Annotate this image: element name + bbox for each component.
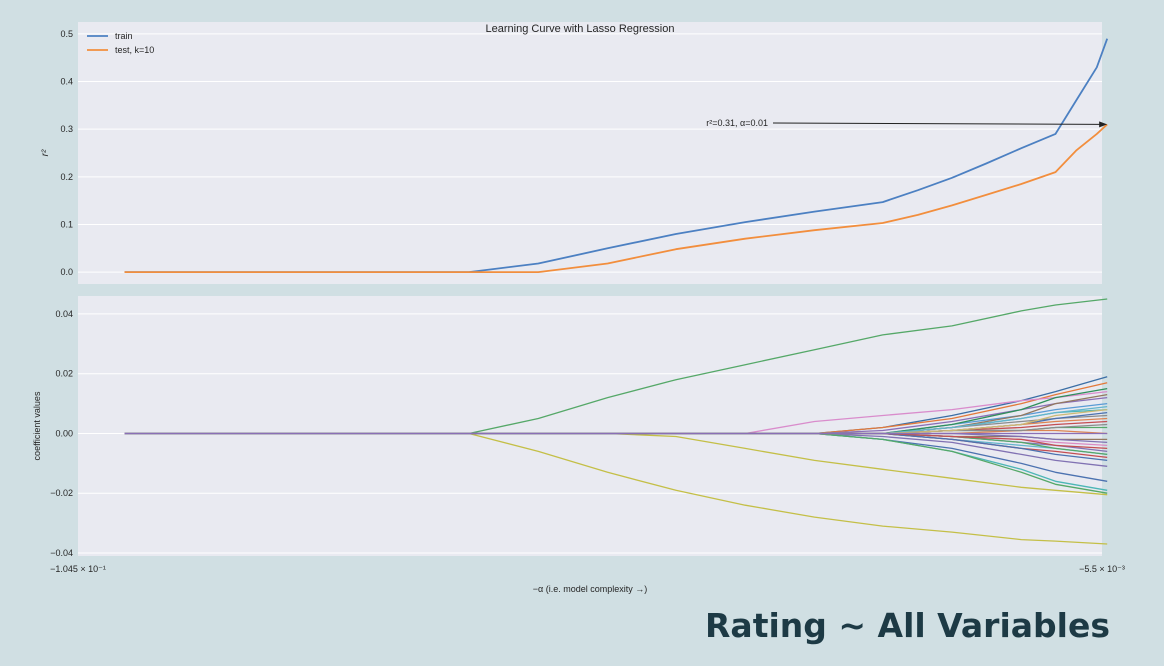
annotation: r²=0.31, α=0.01 — [706, 118, 1108, 128]
top-grid — [78, 33, 1102, 273]
top-series — [124, 38, 1109, 274]
annotation-arrow — [772, 122, 1101, 125]
bottom-y-tick-label: −0.04 — [50, 548, 73, 558]
bottom-y-tick-label: 0.00 — [55, 428, 73, 438]
top-series-line-1 — [124, 123, 1108, 274]
bottom-y-tick-label: 0.02 — [55, 369, 73, 379]
top-chart-title: Learning Curve with Lasso Regression — [486, 23, 675, 35]
bottom-series-line-2 — [124, 432, 1108, 496]
bottom-y-tick-label: 0.04 — [55, 309, 73, 319]
top-y-tick-label: 0.4 — [60, 77, 73, 87]
slide-title: Rating ~ All Variables — [705, 606, 1110, 645]
top-y-tick-label: 0.1 — [60, 219, 73, 229]
top-y-ticks: 0.0 0.1 0.2 0.3 0.4 0.5 — [60, 29, 73, 277]
top-y-tick-label: 0.2 — [60, 172, 73, 182]
top-y-axis-label: r² — [40, 149, 51, 156]
legend-label-train: train — [115, 31, 133, 41]
bottom-y-tick-label: −0.02 — [50, 488, 73, 498]
annotation-arrowhead — [1099, 121, 1108, 128]
x-tick-label-left: −1.045 × 10⁻¹ — [50, 564, 106, 574]
legend-label-test: test, k=10 — [115, 45, 154, 55]
legend: train test, k=10 — [87, 31, 154, 55]
top-y-tick-label: 0.3 — [60, 124, 73, 134]
bottom-plot-area — [78, 296, 1102, 556]
bottom-y-axis-label: coefficient values — [32, 391, 42, 460]
bottom-y-ticks: −0.04 −0.02 0.00 0.02 0.04 — [50, 309, 73, 558]
top-y-tick-label: 0.0 — [60, 267, 73, 277]
x-tick-label-right: −5.5 × 10⁻³ — [1079, 564, 1125, 574]
figure: 0.0 0.1 0.2 0.3 0.4 0.5 Learning Curve with L… — [32, 22, 1125, 594]
top-y-tick-label: 0.5 — [60, 29, 73, 39]
x-axis-label: −α (i.e. model complexity →) — [533, 584, 648, 594]
annotation-text: r²=0.31, α=0.01 — [706, 118, 768, 128]
bottom-series-line-1 — [124, 432, 1108, 545]
bottom-series-line-0 — [124, 298, 1108, 435]
bottom-series — [124, 298, 1108, 545]
top-plot-area — [78, 22, 1102, 284]
bottom-series-line-5 — [124, 390, 1108, 435]
